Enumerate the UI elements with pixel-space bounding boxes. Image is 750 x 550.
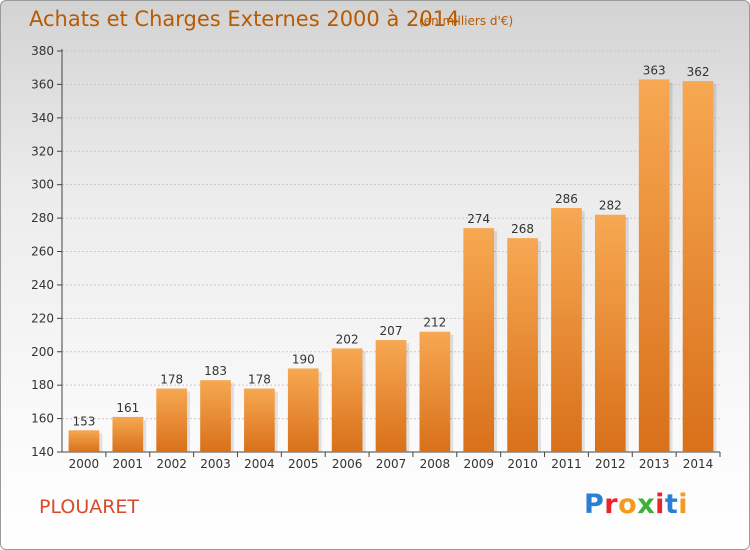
bar [682, 81, 714, 452]
commune-name: PLOUARET [39, 496, 140, 518]
bar [507, 238, 538, 452]
bar [244, 388, 275, 452]
logo-letter: x [637, 489, 656, 520]
bar-shadow [537, 241, 541, 452]
data-label: 274 [467, 212, 490, 226]
data-label: 362 [687, 65, 710, 79]
bars [68, 79, 717, 452]
y-tick-label: 320 [31, 144, 54, 158]
y-tick-label: 140 [31, 445, 54, 459]
x-tick-label: 2012 [595, 457, 626, 471]
bar [463, 228, 495, 452]
data-label: 268 [511, 222, 534, 236]
bar [375, 340, 407, 452]
logo-letter: o [618, 489, 638, 520]
chart-subtitle: (en milliers d'€) [419, 14, 514, 28]
bar-shadow [318, 371, 322, 452]
bar-shadow [669, 82, 673, 452]
proxiti-logo: Proxiti [584, 489, 688, 520]
logo-letter: r [604, 489, 619, 520]
bar-shadow [450, 334, 454, 452]
data-label: 153 [72, 414, 95, 428]
bar-shadow [625, 217, 629, 452]
bar [287, 368, 319, 452]
x-tick-label: 2002 [156, 457, 187, 471]
y-tick-label: 160 [31, 412, 54, 426]
y-tick-label: 300 [31, 178, 54, 192]
bar [638, 79, 670, 452]
bar-shadow [581, 211, 585, 452]
y-tick-label: 280 [31, 211, 54, 225]
x-tick-label: 2011 [551, 457, 582, 471]
x-tick-label: 2005 [288, 457, 319, 471]
data-label: 178 [160, 373, 183, 387]
bar [331, 348, 363, 452]
x-tick-label: 2003 [200, 457, 231, 471]
bar [68, 430, 100, 452]
x-tick-label: 2007 [376, 457, 407, 471]
bar-shadow [99, 433, 103, 452]
bar-shadow [143, 419, 147, 452]
y-tick-label: 360 [31, 77, 54, 91]
bar-shadow [713, 84, 717, 452]
data-label: 282 [599, 199, 622, 213]
data-label: 363 [643, 63, 666, 77]
data-label: 190 [292, 352, 315, 366]
logo-letter: i [655, 489, 665, 520]
data-label: 178 [248, 373, 271, 387]
y-tick-label: 340 [31, 111, 54, 125]
x-tick-label: 2013 [639, 457, 670, 471]
x-tick-label: 2000 [69, 457, 100, 471]
data-label: 286 [555, 192, 578, 206]
y-tick-label: 180 [31, 378, 54, 392]
bar-shadow [362, 351, 366, 452]
logo-letter: P [584, 489, 605, 520]
bar-shadow [230, 383, 234, 452]
logo-letter: i [678, 489, 689, 520]
data-label: 161 [116, 401, 139, 415]
y-tick-label: 220 [31, 311, 54, 325]
labels: 140 160 180 200 220 240 260 280 300 320 340 360 380 1… [31, 44, 713, 471]
y-tick-label: 240 [31, 278, 54, 292]
x-tick-label: 2008 [420, 457, 451, 471]
bar-shadow [406, 343, 410, 452]
bar [156, 388, 188, 452]
bar [551, 208, 582, 452]
x-tick-label: 2004 [244, 457, 275, 471]
x-tick-label: 2010 [507, 457, 538, 471]
logo-letter: t [664, 489, 679, 520]
data-label: 207 [380, 324, 403, 338]
x-tick-label: 2001 [113, 457, 144, 471]
bar [112, 416, 144, 452]
data-label: 202 [336, 332, 359, 346]
bar-shadow [187, 391, 191, 452]
x-tick-label: 2009 [463, 457, 494, 471]
bar-shadow [274, 391, 278, 452]
bar-shadow [494, 231, 498, 452]
bar [419, 331, 451, 452]
y-tick-label: 200 [31, 345, 54, 359]
bar [594, 214, 626, 452]
data-label: 212 [423, 316, 446, 330]
y-tick-label: 260 [31, 245, 54, 259]
data-label: 183 [204, 364, 227, 378]
y-tick-label: 380 [31, 44, 54, 58]
bar [200, 380, 231, 452]
x-tick-label: 2006 [332, 457, 363, 471]
chart-title: Achats et Charges Externes 2000 à 2014 [29, 7, 460, 31]
x-tick-label: 2014 [683, 457, 714, 471]
